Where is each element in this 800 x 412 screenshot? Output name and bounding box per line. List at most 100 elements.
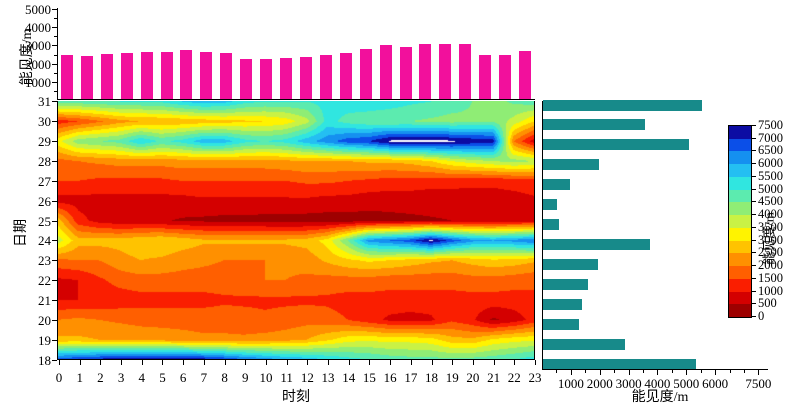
- heatmap-x-tick: [183, 360, 185, 365]
- colorbar-tick: [752, 137, 756, 139]
- colorbar-tick: [752, 150, 756, 152]
- top-chart-y-tick-label: 1000: [25, 74, 51, 90]
- heatmap-x-tick: [328, 360, 330, 365]
- heatmap-y-tick: [52, 220, 57, 222]
- heatmap-x-tick-label: 6: [179, 370, 187, 385]
- right-chart-bar: [543, 119, 646, 131]
- heatmap-frame-right: [534, 101, 535, 360]
- top-chart-baseline: [57, 99, 535, 100]
- heatmap-y-tick-label: 19: [38, 333, 51, 349]
- right-chart-bar: [543, 159, 600, 171]
- top-chart-y-minortick: [54, 72, 57, 74]
- top-chart-bar: [240, 59, 253, 100]
- right-chart-x-axis-title: 能见度/m: [631, 390, 689, 405]
- colorbar: [728, 125, 752, 318]
- heatmap-x-tick: [390, 360, 392, 365]
- heatmap-y-tick: [52, 140, 57, 142]
- colorbar-segment: [729, 138, 751, 152]
- right-chart-x-axis: [542, 369, 768, 370]
- right-chart-y-axis: [542, 101, 543, 370]
- colorbar-tick: [752, 175, 756, 177]
- heatmap-x-tick-label: 19: [445, 370, 459, 385]
- colorbar-tick: [752, 239, 756, 241]
- heatmap-y-tick: [52, 240, 57, 242]
- colorbar-tick: [752, 265, 756, 267]
- heatmap-x-tick: [100, 360, 102, 365]
- heatmap-x-tick-label: 0: [55, 370, 63, 385]
- heatmap-x-tick: [59, 360, 60, 365]
- right-chart-bar: [543, 298, 582, 310]
- heatmap-x-tick: [245, 360, 247, 365]
- heatmap-y-tick: [52, 280, 57, 282]
- top-chart-bar: [80, 56, 93, 100]
- top-chart-bar: [299, 57, 312, 100]
- heatmap-x-tick: [493, 360, 495, 365]
- heatmap-x-tick-label: 10: [259, 370, 273, 385]
- heatmap-y-tick: [52, 360, 57, 361]
- top-chart-bar: [60, 54, 73, 100]
- top-chart-y-tick: [52, 81, 57, 83]
- top-chart-y-tick: [52, 27, 57, 29]
- colorbar-tick-label: 7000: [758, 130, 783, 145]
- top-chart-bar: [419, 43, 432, 100]
- colorbar-tick-label: 1000: [758, 283, 783, 298]
- heatmap-x-tick: [472, 360, 474, 365]
- top-chart-y-tick: [52, 45, 57, 47]
- right-chart-x-minortick: [686, 370, 688, 373]
- right-chart-x-minortick: [671, 370, 673, 373]
- heatmap-x-tick-label: 7: [200, 370, 208, 385]
- right-chart-bar: [543, 258, 598, 270]
- colorbar-tick-label: 3000: [758, 232, 783, 247]
- top-chart-y-minortick: [54, 36, 57, 38]
- colorbar-segment: [729, 126, 751, 140]
- heatmap-y-tick: [52, 200, 57, 202]
- colorbar-tick-label: 7500: [758, 118, 783, 132]
- heatmap-x-tick: [121, 360, 123, 365]
- right-chart-bar: [543, 278, 588, 290]
- right-chart-bar: [543, 199, 558, 211]
- colorbar-segment: [729, 151, 751, 165]
- top-chart-bar: [140, 51, 153, 100]
- top-chart-bar: [280, 58, 293, 100]
- top-chart-bar: [160, 51, 173, 100]
- top-chart-bar: [260, 59, 273, 100]
- colorbar-segment: [729, 215, 751, 229]
- top-chart-bar: [220, 52, 233, 100]
- heatmap-y-tick: [52, 300, 57, 302]
- heatmap-x-tick-label: 13: [321, 370, 335, 385]
- top-chart-bar: [319, 55, 332, 100]
- top-chart-y-tick-label: 2000: [25, 56, 51, 72]
- heatmap-y-tick-label: 28: [38, 153, 51, 169]
- colorbar-segment: [729, 227, 751, 242]
- heatmap-y-tick-label: 26: [38, 193, 51, 209]
- heatmap-y-tick: [52, 160, 57, 162]
- right-chart-bar: [543, 99, 702, 111]
- heatmap-x-tick: [369, 360, 371, 365]
- right-chart-x-tick-label: 5000: [673, 376, 700, 391]
- heatmap-x-tick-label: 4: [138, 370, 146, 385]
- top-chart-bar: [180, 49, 193, 100]
- heatmap-x-tick-label: 15: [362, 370, 376, 385]
- heatmap-y-tick: [52, 101, 57, 102]
- colorbar-tick: [752, 290, 756, 292]
- colorbar-tick: [752, 201, 756, 203]
- top-chart-y-tick: [52, 63, 57, 65]
- colorbar-tick-label: 1500: [758, 270, 783, 285]
- heatmap-x-tick-label: 3: [117, 370, 125, 385]
- right-chart-x-minortick: [585, 370, 587, 373]
- top-chart-bar: [519, 50, 532, 100]
- top-chart-bar: [479, 54, 492, 100]
- colorbar-tick-label: 6000: [758, 156, 783, 171]
- heatmap-y-tick-label: 24: [38, 233, 51, 249]
- colorbar-segment: [729, 291, 751, 305]
- colorbar-tick-label: 3500: [758, 219, 783, 234]
- colorbar-tick-label: 500: [758, 296, 777, 311]
- heatmap-x-tick-label: 20: [466, 370, 480, 385]
- right-chart-x-tick-label: 6000: [702, 376, 729, 391]
- right-chart-bar: [543, 358, 696, 370]
- right-chart-x-tick-label: 7500: [745, 376, 772, 391]
- heatmap-x-tick-label: 1: [76, 370, 83, 385]
- right-chart-x-minortick: [628, 370, 630, 373]
- right-chart-x-minortick: [643, 370, 644, 373]
